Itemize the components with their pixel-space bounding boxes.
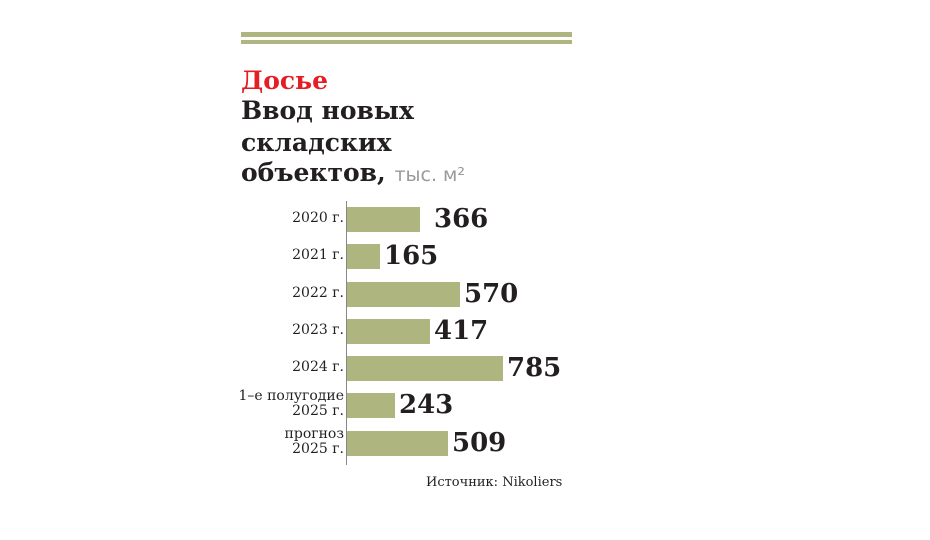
kicker: Досье (241, 66, 328, 95)
y-axis-line (346, 201, 347, 465)
value-label-3: 417 (434, 316, 489, 346)
category-label-2: 2022 г. (292, 284, 344, 301)
category-label-0: 2020 г. (292, 209, 344, 226)
category-label-4: 2024 г. (292, 358, 344, 375)
bar-4 (347, 356, 503, 381)
value-label-5: 243 (399, 390, 454, 420)
source-note: Источник: Nikoliers (426, 475, 563, 490)
category-label-line: 1–е полугодие (238, 388, 344, 404)
top-rule-2 (241, 40, 572, 44)
category-label-1: 2021 г. (292, 246, 344, 263)
category-label-line: 2020 г. (292, 209, 344, 226)
value-label-0: 366 (434, 204, 489, 234)
category-label-6: прогноз 2025 г. (285, 427, 344, 457)
title-line-1: Ввод новых (241, 96, 414, 125)
category-label-line: 2023 г. (292, 321, 344, 338)
bar-3 (347, 319, 430, 344)
top-rule-1 (241, 32, 572, 37)
value-label-4: 785 (507, 353, 562, 383)
title-line-2: складских (241, 128, 392, 157)
category-label-line: 2021 г. (292, 246, 344, 263)
title-line-3: объектов, тыс. м² (241, 158, 465, 190)
category-label-line: 2024 г. (292, 358, 344, 375)
bar-0 (347, 207, 420, 232)
category-label-line: 2025 г. (292, 441, 344, 457)
category-label-line: прогноз (284, 426, 344, 442)
category-label-3: 2023 г. (292, 321, 344, 338)
value-label-6: 509 (452, 428, 507, 458)
value-label-1: 165 (384, 241, 439, 271)
unit-label: тыс. м² (394, 164, 465, 186)
category-label-line: 2022 г. (292, 284, 344, 301)
value-label-2: 570 (464, 279, 519, 309)
bar-6 (347, 431, 448, 456)
bar-1 (347, 244, 380, 269)
bar-5 (347, 393, 395, 418)
title-line-3-text: объектов, (241, 158, 386, 187)
category-label-line: 2025 г. (292, 403, 344, 419)
bar-2 (347, 282, 460, 307)
category-label-5: 1–е полугодие 2025 г. (238, 389, 344, 419)
